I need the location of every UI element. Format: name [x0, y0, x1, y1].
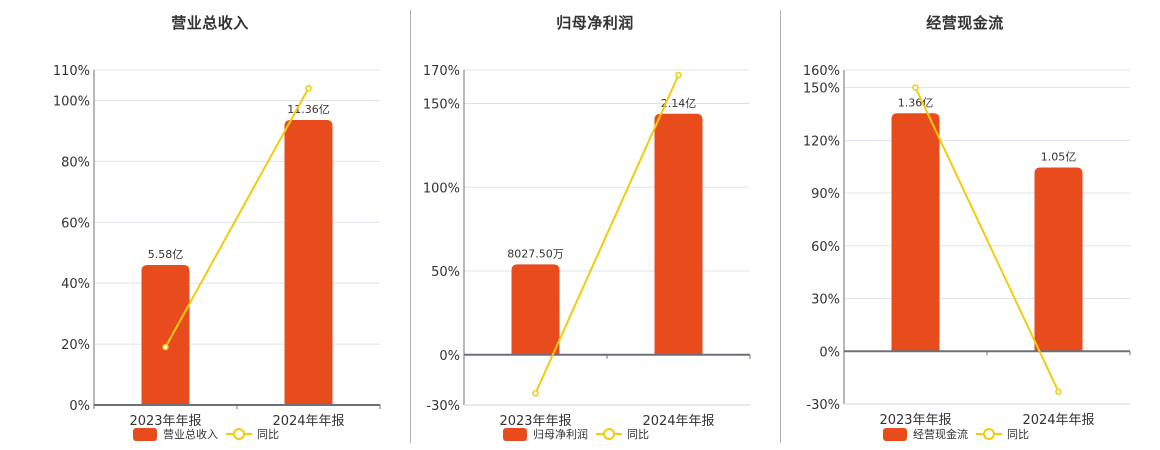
legend-line-icon[interactable] [596, 427, 622, 441]
y-tick-label: -30% [806, 398, 840, 413]
y-tick-label: 100% [423, 181, 460, 196]
y-tick-label: 150% [423, 98, 460, 113]
legend-line-label[interactable]: 同比 [1007, 428, 1029, 441]
y-tick-label: 30% [811, 293, 840, 308]
legend-line-label[interactable]: 同比 [257, 428, 279, 441]
y-tick-label: 20% [61, 338, 90, 353]
yoy-point[interactable] [912, 84, 919, 91]
y-tick-label: 170% [423, 64, 460, 79]
y-tick-label: 120% [803, 134, 840, 149]
yoy-point[interactable] [305, 85, 312, 92]
bar-value-label: 8027.50万 [507, 247, 564, 260]
y-tick-label: 0% [819, 345, 840, 360]
legend-line-icon[interactable] [226, 427, 252, 441]
x-category-label: 2024年年报 [1022, 413, 1094, 428]
bar-value-label: 5.58亿 [148, 248, 184, 261]
chart-plot: -30% 0% 50% 100% 150% 170% 8027.50万 2023年年报 2.14… [423, 64, 751, 429]
legend-bar-swatch[interactable] [133, 427, 157, 441]
chart-panel-revenue: 营业总收入 0% 20% 40% 60% 80% 100% 110% 5.58亿 2023年年报… [0, 0, 410, 450]
y-tick-label: 150% [803, 82, 840, 97]
y-tick-label: 100% [53, 94, 90, 109]
x-category-label: 2024年年报 [272, 414, 344, 429]
y-tick-label: 0% [439, 349, 460, 364]
chart-legend: 归母净利润 同比 [503, 426, 657, 442]
bar-value-label: 1.05亿 [1041, 151, 1077, 164]
legend-bar-label[interactable]: 归母净利润 [533, 428, 588, 441]
chart-title: 营业总收入 [171, 14, 249, 32]
legend-bar-label[interactable]: 营业总收入 [163, 428, 218, 441]
bar[interactable] [654, 113, 703, 355]
yoy-line [534, 74, 680, 394]
yoy-point[interactable] [675, 71, 682, 79]
chart-title: 经营现金流 [926, 14, 1004, 32]
yoy-line [914, 87, 1060, 393]
y-tick-label: 50% [431, 265, 460, 280]
bar[interactable] [141, 265, 190, 405]
yoy-point[interactable] [532, 390, 539, 397]
x-category-label: 2023年年报 [499, 414, 571, 429]
chart-title: 归母净利润 [556, 14, 634, 32]
yoy-line [164, 87, 310, 348]
bar-value-label: 1.36亿 [898, 96, 934, 109]
yoy-point[interactable] [1055, 388, 1062, 395]
x-category-label: 2024年年报 [642, 414, 714, 429]
y-tick-label: 90% [811, 187, 840, 202]
legend-bar-label[interactable]: 经营现金流 [913, 428, 968, 441]
x-category-label: 2023年年报 [879, 413, 951, 428]
y-tick-label: 60% [61, 216, 90, 231]
y-tick-label: 110% [53, 64, 90, 79]
y-tick-label: 0% [69, 399, 90, 414]
bar[interactable] [511, 264, 560, 355]
y-tick-label: 40% [61, 277, 90, 292]
panel-divider [780, 10, 781, 443]
yoy-point[interactable] [162, 343, 169, 351]
bar[interactable] [284, 120, 333, 405]
legend-line-label[interactable]: 同比 [627, 428, 649, 441]
x-category-label: 2023年年报 [129, 414, 201, 429]
panel-divider [410, 10, 411, 443]
bar[interactable] [1034, 167, 1083, 352]
bar[interactable] [891, 113, 940, 352]
chart-legend: 营业总收入 同比 [133, 426, 287, 442]
chart-panel-net-profit: 归母净利润 -30% 0% 50% 100% 150% 170% 8027.50万 2023年… [423, 14, 751, 442]
y-tick-label: 60% [811, 240, 840, 255]
legend-bar-swatch[interactable] [883, 427, 907, 441]
y-tick-label: 160% [803, 64, 840, 79]
legend-bar-swatch[interactable] [503, 427, 527, 441]
chart-plot: 0%20%40%60%80%100%110%5.58亿2023年年报11.36亿… [53, 64, 381, 429]
y-tick-label: 80% [61, 155, 90, 170]
chart-legend: 经营现金流 同比 [883, 426, 1037, 442]
y-tick-label: -30% [426, 399, 460, 414]
legend-line-icon[interactable] [976, 427, 1002, 441]
bar-value-label: 2.14亿 [661, 97, 697, 110]
